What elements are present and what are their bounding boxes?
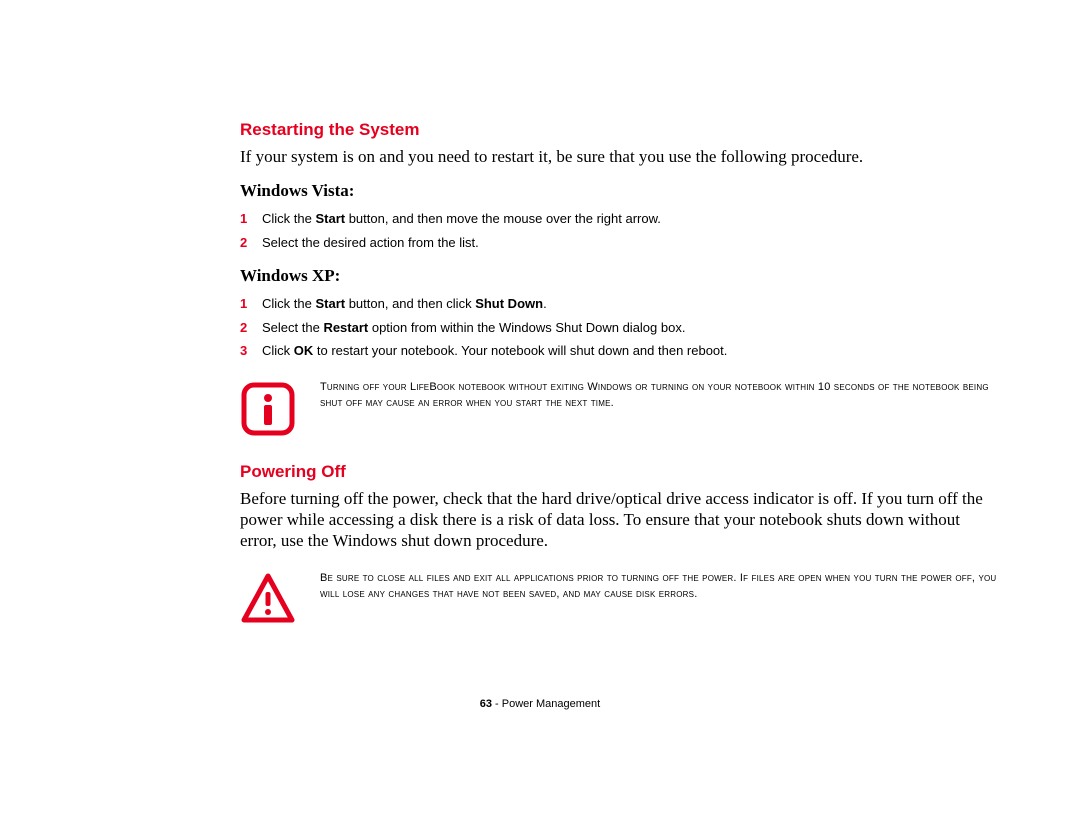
- footer-title: Power Management: [502, 698, 600, 710]
- subheading-vista: Windows Vista:: [240, 181, 1000, 201]
- step-row: 2Select the desired action from the list…: [240, 233, 1000, 253]
- step-text: Click the Start button, and then move th…: [262, 209, 661, 229]
- footer-sep: -: [492, 698, 502, 710]
- step-number: 1: [240, 294, 262, 314]
- steps-vista: 1Click the Start button, and then move t…: [240, 209, 1000, 252]
- heading-restarting: Restarting the System: [240, 120, 1000, 140]
- document-page: Restarting the System If your system is …: [0, 0, 1080, 834]
- intro-powering-off: Before turning off the power, check that…: [240, 488, 1000, 552]
- step-text: Select the desired action from the list.: [262, 233, 479, 253]
- step-number: 1: [240, 209, 262, 229]
- page-number: 63: [480, 698, 492, 710]
- warning-icon: [240, 572, 296, 633]
- step-text: Select the Restart option from within th…: [262, 318, 685, 338]
- step-number: 3: [240, 341, 262, 361]
- page-footer: 63 - Power Management: [0, 698, 1080, 710]
- info-callout-text: Turning off your LifeBook notebook witho…: [320, 379, 1000, 412]
- info-callout: Turning off your LifeBook notebook witho…: [240, 379, 1000, 442]
- heading-powering-off: Powering Off: [240, 462, 1000, 482]
- info-icon: [240, 381, 296, 442]
- step-text: Click OK to restart your notebook. Your …: [262, 341, 727, 361]
- subheading-xp: Windows XP:: [240, 266, 1000, 286]
- step-number: 2: [240, 233, 262, 253]
- step-number: 2: [240, 318, 262, 338]
- step-row: 3Click OK to restart your notebook. Your…: [240, 341, 1000, 361]
- step-row: 1Click the Start button, and then move t…: [240, 209, 1000, 229]
- warning-callout: Be sure to close all files and exit all …: [240, 570, 1000, 633]
- step-row: 2Select the Restart option from within t…: [240, 318, 1000, 338]
- intro-restarting: If your system is on and you need to res…: [240, 146, 1000, 167]
- steps-xp: 1Click the Start button, and then click …: [240, 294, 1000, 361]
- step-text: Click the Start button, and then click S…: [262, 294, 547, 314]
- warning-callout-text: Be sure to close all files and exit all …: [320, 570, 1000, 603]
- step-row: 1Click the Start button, and then click …: [240, 294, 1000, 314]
